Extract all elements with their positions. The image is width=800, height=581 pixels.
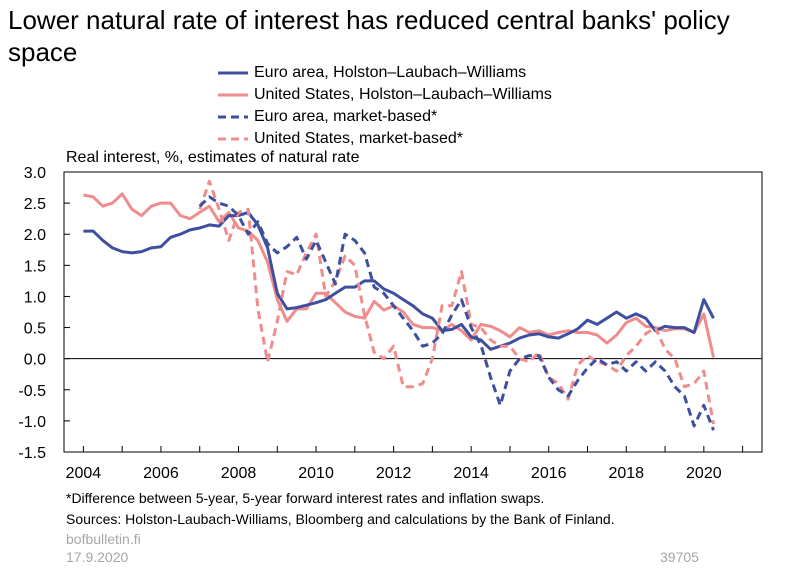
legend-label-euro-market: Euro area, market-based*	[254, 108, 438, 125]
date-label: 17.9.2020	[66, 549, 129, 565]
legend-item-us-hlw: United States, Holston–Laubach–Williams	[218, 84, 552, 106]
chart-id-label: 39705	[660, 549, 699, 565]
y-tick-label: 2.0	[24, 227, 46, 244]
legend-label-euro-hlw: Euro area, Holston–Laubach–Williams	[254, 64, 527, 81]
legend-item-us-market: United States, market-based*	[218, 128, 552, 150]
website-label: bofbulletin.fi	[66, 531, 141, 547]
legend-swatch-us-hlw	[218, 93, 248, 97]
legend-swatch-us-market	[218, 137, 248, 141]
y-tick-label: 2.5	[24, 196, 46, 213]
y-tick-label: 1.0	[24, 289, 46, 306]
legend-swatch-euro-market	[218, 115, 248, 119]
x-tick-label: 2014	[453, 465, 489, 482]
x-tick-label: 2010	[298, 465, 334, 482]
y-tick-label: -1.0	[18, 414, 46, 431]
y-tick-label: -1.5	[18, 445, 46, 462]
y-tick-label: -0.5	[18, 383, 46, 400]
legend-item-euro-market: Euro area, market-based*	[218, 106, 552, 128]
x-tick-label: 2020	[686, 465, 722, 482]
x-tick-label: 2008	[221, 465, 257, 482]
x-tick-label: 2016	[531, 465, 567, 482]
legend-item-euro-hlw: Euro area, Holston–Laubach–Williams	[218, 62, 552, 84]
series-line-us-hlw	[83, 192, 715, 358]
legend-label-us-hlw: United States, Holston–Laubach–Williams	[254, 86, 552, 103]
plot-frame	[63, 171, 763, 453]
y-tick-label: 3.0	[24, 165, 46, 182]
y-tick-label: 0.5	[24, 321, 46, 338]
legend-swatch-euro-hlw	[218, 71, 248, 75]
sources-note: Sources: Holston-Laubach-Williams, Bloom…	[66, 511, 615, 527]
series-line-us-market	[198, 179, 715, 425]
x-tick-label: 2018	[608, 465, 644, 482]
x-tick-label: 2004	[66, 465, 102, 482]
footnote: *Difference between 5-year, 5-year forwa…	[66, 490, 545, 506]
series-line-euro-market	[198, 195, 715, 431]
series-line-euro-hlw	[83, 210, 715, 351]
legend-label-us-market: United States, market-based*	[254, 130, 463, 147]
chart-legend: Euro area, Holston–Laubach–Williams Unit…	[218, 62, 552, 150]
y-axis-unit-label: Real interest, %, estimates of natural r…	[66, 149, 360, 166]
chart-title: Lower natural rate of interest has reduc…	[8, 5, 730, 67]
y-tick-label: 0.0	[24, 352, 46, 369]
x-tick-label: 2012	[376, 465, 412, 482]
y-tick-label: 1.5	[24, 258, 46, 275]
x-tick-label: 2006	[143, 465, 179, 482]
